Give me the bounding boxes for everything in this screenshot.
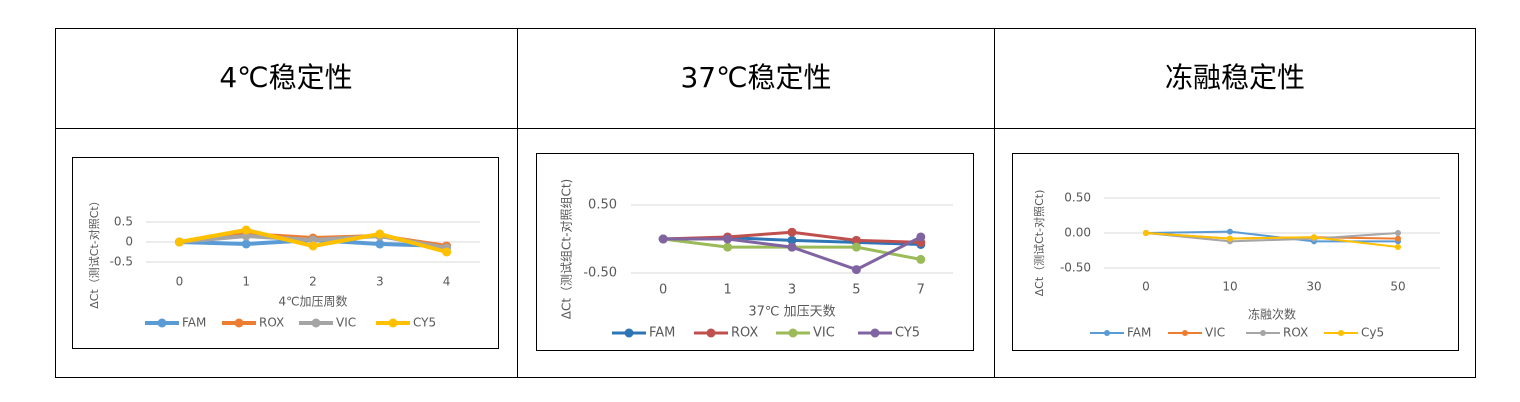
data-point bbox=[308, 241, 318, 251]
data-point bbox=[851, 242, 861, 252]
y-tick-label: 0.50 bbox=[588, 198, 617, 213]
legend-label: FAM bbox=[182, 316, 206, 330]
legend-marker bbox=[157, 318, 167, 328]
data-point bbox=[1311, 234, 1317, 241]
chart-frame bbox=[1012, 153, 1459, 351]
data-point bbox=[1395, 235, 1401, 242]
legend-marker bbox=[1260, 330, 1266, 336]
series-line bbox=[1145, 232, 1399, 248]
x-axis-title: 冻融次数 bbox=[1248, 307, 1296, 322]
data-point bbox=[174, 237, 184, 247]
data-point bbox=[1395, 230, 1401, 236]
data-point bbox=[375, 239, 385, 249]
data-point bbox=[787, 227, 797, 237]
y-axis-title: ΔCt（测试Ct-对照Ct) bbox=[1032, 190, 1046, 297]
y-tick-label: 0.5 bbox=[114, 215, 133, 229]
chart-frame bbox=[72, 157, 499, 349]
data-point bbox=[375, 229, 385, 239]
legend-marker bbox=[624, 328, 634, 338]
x-tick-label: 50 bbox=[1390, 280, 1405, 294]
x-tick-label: 0 bbox=[659, 283, 667, 298]
data-point bbox=[916, 232, 926, 242]
legend-marker bbox=[311, 318, 321, 328]
legend-label: Cy5 bbox=[1361, 326, 1384, 340]
legend-label: CY5 bbox=[895, 326, 920, 341]
x-tick-label: 0 bbox=[176, 275, 184, 289]
x-axis-title: 4℃加压周数 bbox=[278, 294, 347, 309]
legend-marker bbox=[870, 328, 880, 338]
x-tick-label: 1 bbox=[723, 283, 731, 298]
data-point bbox=[658, 234, 668, 244]
data-point bbox=[1227, 228, 1233, 235]
x-tick-label: 5 bbox=[852, 283, 860, 298]
column-header: 冻融稳定性 bbox=[1165, 61, 1305, 94]
x-axis-title: 37℃ 加压天数 bbox=[748, 305, 835, 320]
y-axis-title: ΔCt（测试组Ct-对照组Ct) bbox=[559, 179, 574, 319]
legend-label: ROX bbox=[1283, 326, 1308, 340]
data-point bbox=[851, 265, 861, 275]
column-header: 37℃稳定性 bbox=[680, 61, 831, 94]
legend-label: ROX bbox=[259, 316, 284, 330]
legend-label: FAM bbox=[1127, 326, 1151, 340]
x-tick-label: 7 bbox=[917, 283, 925, 298]
x-tick-label: 0 bbox=[1142, 280, 1150, 294]
x-tick-label: 30 bbox=[1306, 280, 1321, 294]
column-header: 4℃稳定性 bbox=[219, 61, 352, 94]
legend-label: FAM bbox=[649, 326, 675, 341]
y-axis-title: ΔCt（测试Ct-对照Ct） bbox=[87, 195, 101, 308]
y-tick-label: -0.50 bbox=[1060, 261, 1091, 275]
data-point bbox=[1395, 244, 1401, 250]
data-point bbox=[1143, 230, 1149, 236]
x-tick-label: 4 bbox=[443, 275, 451, 289]
data-point bbox=[1227, 235, 1233, 242]
legend-label: VIC bbox=[1205, 326, 1225, 340]
y-tick-label: 0.50 bbox=[1064, 191, 1091, 205]
legend-marker bbox=[706, 328, 716, 338]
legend-marker bbox=[1338, 330, 1344, 336]
legend-label: CY5 bbox=[413, 316, 436, 330]
y-tick-label: 0 bbox=[125, 235, 133, 249]
y-tick-label: -0.5 bbox=[110, 255, 133, 269]
data-point bbox=[851, 235, 861, 245]
x-tick-label: 10 bbox=[1222, 280, 1237, 294]
data-point bbox=[723, 234, 733, 244]
x-tick-label: 2 bbox=[309, 275, 317, 289]
chart-frame bbox=[536, 153, 974, 351]
legend-marker bbox=[788, 328, 798, 338]
x-tick-label: 3 bbox=[376, 275, 384, 289]
legend-marker bbox=[1182, 330, 1188, 336]
legend-label: VIC bbox=[813, 326, 835, 341]
legend-marker bbox=[388, 318, 398, 328]
data-point bbox=[787, 235, 797, 245]
table-border bbox=[55, 28, 1476, 378]
data-point bbox=[723, 242, 733, 252]
y-tick-label: 0.00 bbox=[1064, 226, 1091, 240]
legend-label: VIC bbox=[336, 316, 356, 330]
data-point bbox=[916, 254, 926, 264]
series-line bbox=[1145, 232, 1399, 243]
data-point bbox=[787, 242, 797, 252]
y-tick-label: -0.50 bbox=[583, 266, 617, 281]
legend-marker bbox=[1104, 330, 1110, 336]
data-point bbox=[241, 239, 251, 249]
legend-label: ROX bbox=[731, 326, 758, 341]
x-tick-label: 1 bbox=[242, 275, 250, 289]
x-tick-label: 3 bbox=[788, 283, 796, 298]
data-point bbox=[241, 225, 251, 235]
legend-marker bbox=[234, 318, 244, 328]
data-point bbox=[442, 247, 452, 257]
